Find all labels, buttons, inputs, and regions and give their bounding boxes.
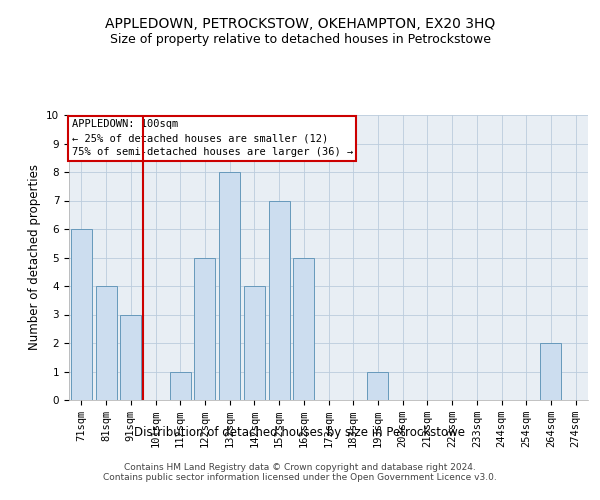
Bar (120, 314, 141, 400)
Bar (71, 229, 92, 400)
Bar (269, 200, 290, 400)
Text: APPLEDOWN: 100sqm
← 25% of detached houses are smaller (12)
75% of semi-detached: APPLEDOWN: 100sqm ← 25% of detached hous… (71, 120, 353, 158)
Bar (293, 258, 314, 400)
Text: Contains HM Land Registry data © Crown copyright and database right 2024.
Contai: Contains HM Land Registry data © Crown c… (103, 463, 497, 482)
Bar (194, 258, 215, 400)
Text: Distribution of detached houses by size in Petrockstowe: Distribution of detached houses by size … (134, 426, 466, 439)
Bar (95, 286, 116, 400)
Bar (219, 172, 240, 400)
Bar (244, 286, 265, 400)
Y-axis label: Number of detached properties: Number of detached properties (28, 164, 41, 350)
Text: Size of property relative to detached houses in Petrockstowe: Size of property relative to detached ho… (110, 32, 491, 46)
Text: APPLEDOWN, PETROCKSTOW, OKEHAMPTON, EX20 3HQ: APPLEDOWN, PETROCKSTOW, OKEHAMPTON, EX20… (105, 18, 495, 32)
Bar (170, 372, 191, 400)
Bar (541, 343, 562, 400)
Bar (367, 372, 388, 400)
